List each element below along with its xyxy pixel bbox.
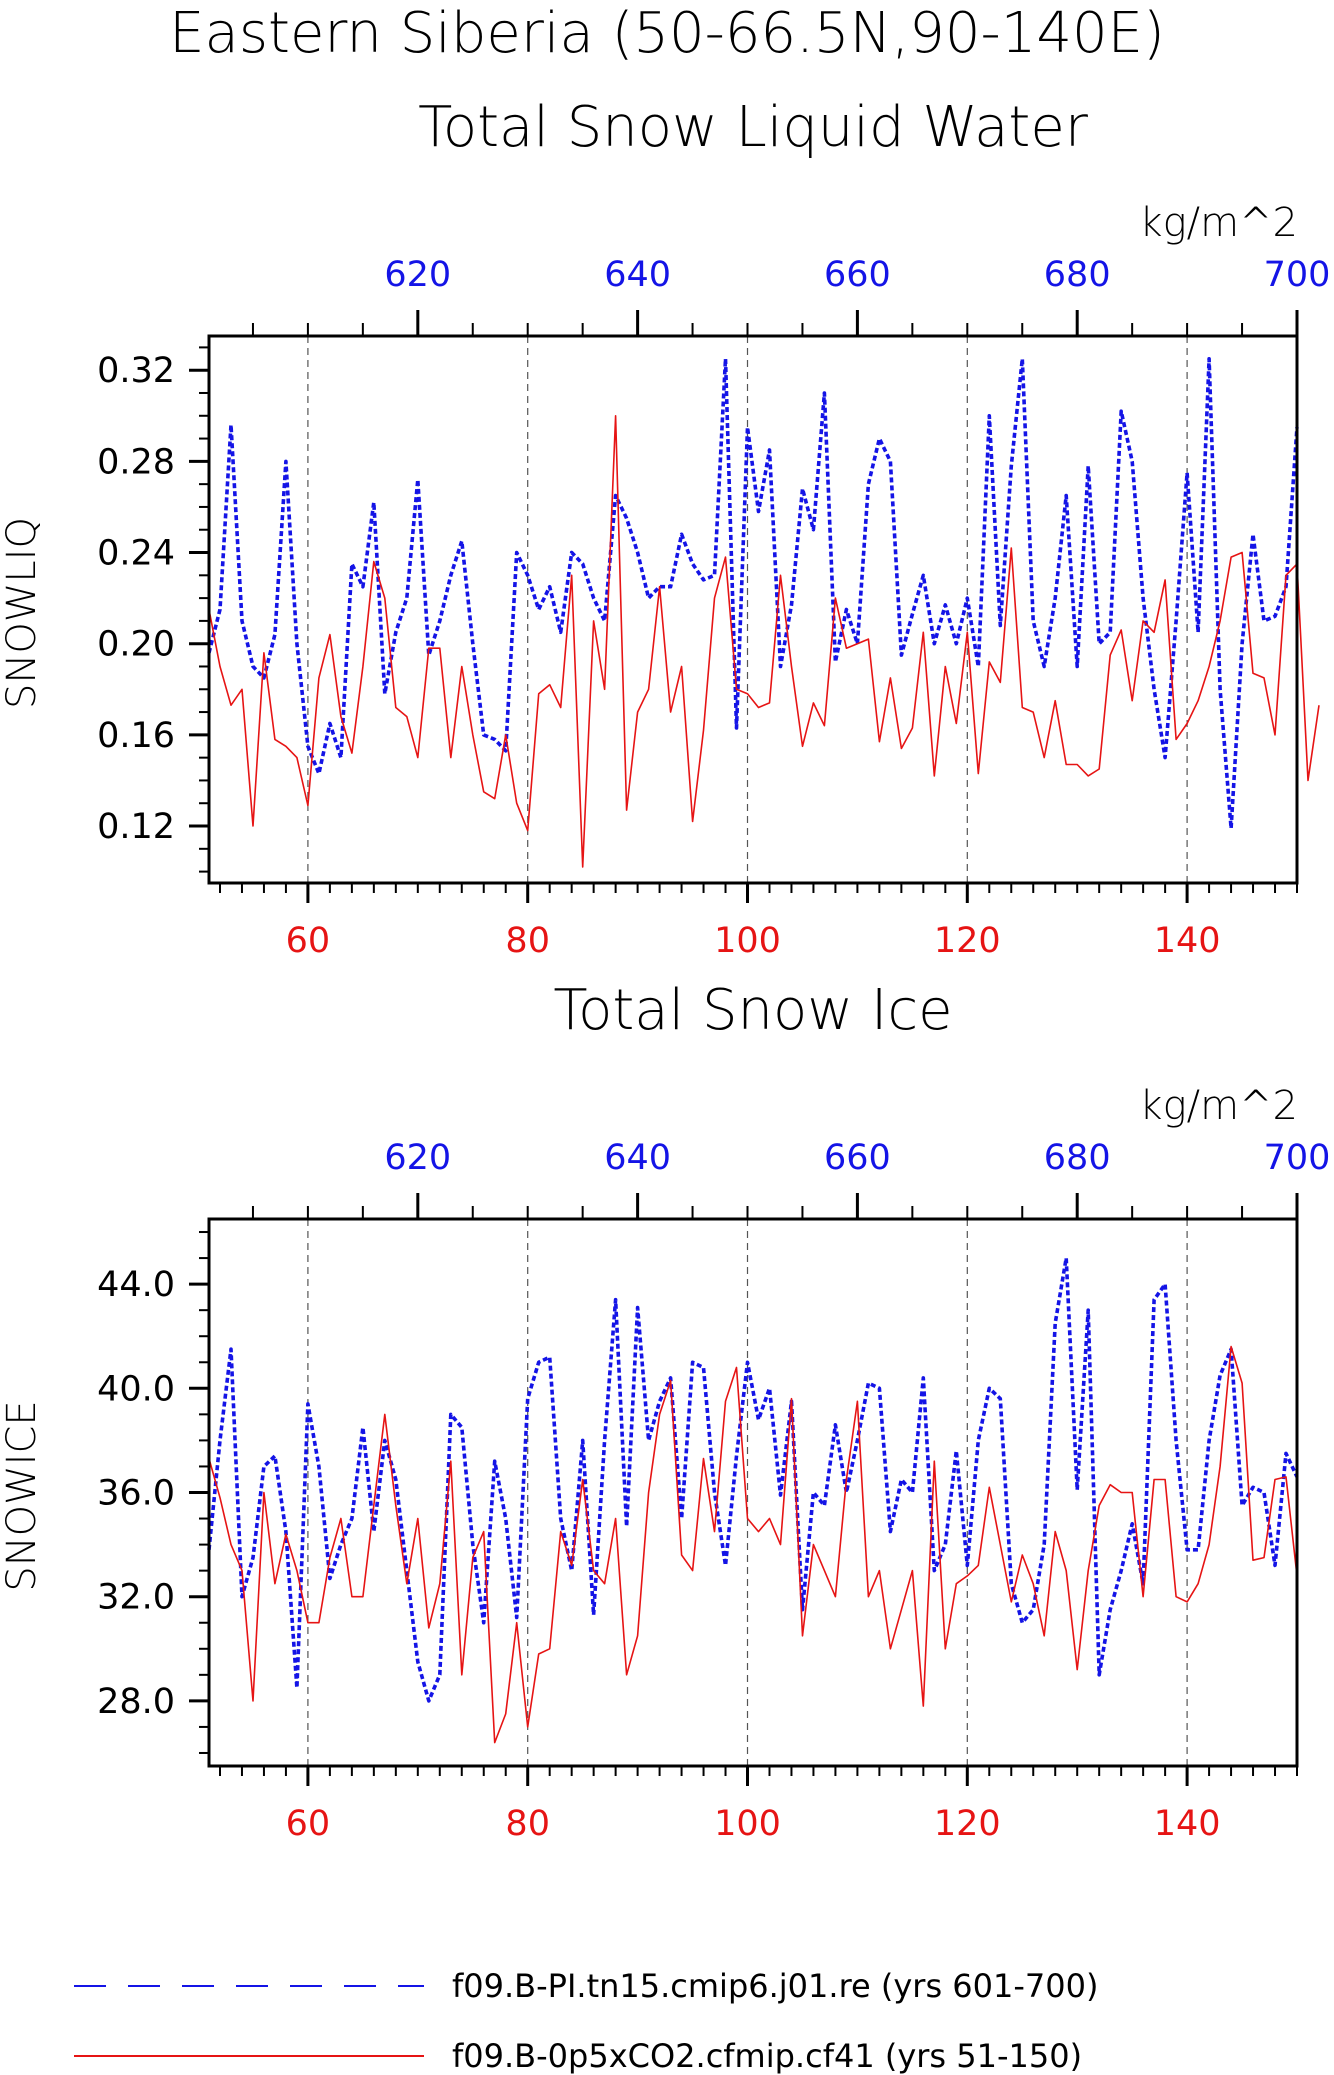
y-tick-label: 0.20 bbox=[97, 625, 175, 665]
x-tick-label-bottom: 60 bbox=[286, 921, 331, 961]
panel1-units-label: kg/m^2 bbox=[1139, 200, 1298, 246]
x-tick-label-bottom: 100 bbox=[714, 1804, 781, 1844]
x-tick-label-top: 640 bbox=[604, 1138, 671, 1178]
y-tick-label: 0.28 bbox=[97, 442, 175, 482]
series-line-pi bbox=[207, 1256, 1299, 1703]
x-tick-label-bottom: 120 bbox=[934, 921, 1001, 961]
x-tick-label-bottom: 140 bbox=[1154, 1804, 1221, 1844]
x-tick-label-top: 660 bbox=[824, 1138, 891, 1178]
series-line-pi bbox=[207, 356, 1299, 831]
x-tick-label-bottom: 140 bbox=[1154, 921, 1221, 961]
x-tick-label-bottom: 60 bbox=[286, 1804, 331, 1844]
panel1-title: Total Snow Liquid Water bbox=[418, 95, 1088, 160]
x-tick-label-bottom: 80 bbox=[505, 1804, 550, 1844]
y-tick-label: 44.0 bbox=[97, 1265, 175, 1305]
panel2-units-label: kg/m^2 bbox=[1139, 1083, 1298, 1129]
x-tick-label-top: 700 bbox=[1264, 255, 1331, 295]
y-tick-label: 0.24 bbox=[97, 534, 175, 574]
panel-snowliq: 60 80 100 120 140 620 640 660 680 700 0.12 0.16 0.20… bbox=[97, 255, 1330, 961]
x-tick-label-top: 660 bbox=[824, 255, 891, 295]
x-tick-label-bottom: 120 bbox=[934, 1804, 1001, 1844]
panel2-title: Total Snow Ice bbox=[553, 978, 952, 1043]
y-tick-label: 0.32 bbox=[97, 351, 175, 391]
x-tick-label-top: 620 bbox=[384, 255, 451, 295]
x-tick-label-top: 680 bbox=[1044, 1138, 1111, 1178]
panel2-y-axis-title: SNOWICE bbox=[0, 1400, 45, 1591]
legend-label-pi: f09.B-PI.tn15.cmip6.j01.re (yrs 601-700) bbox=[452, 1967, 1098, 2005]
y-tick-label: 0.12 bbox=[97, 807, 175, 847]
y-tick-label: 32.0 bbox=[97, 1578, 175, 1618]
legend: f09.B-PI.tn15.cmip6.j01.re (yrs 601-700)… bbox=[74, 1967, 1098, 2075]
plot-frame bbox=[207, 1217, 1299, 1768]
figure-title: Eastern Siberia (50-66.5N,90-140E) bbox=[169, 1, 1165, 66]
y-tick-label: 40.0 bbox=[97, 1369, 175, 1409]
x-tick-label-bottom: 100 bbox=[714, 921, 781, 961]
x-tick-label-top: 640 bbox=[604, 255, 671, 295]
plot-frame bbox=[207, 334, 1299, 885]
y-tick-label: 28.0 bbox=[97, 1682, 175, 1722]
x-tick-label-bottom: 80 bbox=[505, 921, 550, 961]
x-tick-label-top: 620 bbox=[384, 1138, 451, 1178]
x-tick-label-top: 680 bbox=[1044, 255, 1111, 295]
series-line-0p5xco2 bbox=[208, 1345, 1298, 1744]
y-tick-label: 36.0 bbox=[97, 1474, 175, 1514]
panel1-y-axis-title: SNOWLIQ bbox=[0, 517, 45, 709]
series-line-0p5xco2 bbox=[208, 414, 1320, 868]
x-tick-label-top: 700 bbox=[1264, 1138, 1331, 1178]
panel-snowice: 60 80 100 120 140 620 640 660 680 700 28.0 32.0 36.0… bbox=[97, 1138, 1330, 1844]
legend-label-0p5xco2: f09.B-0p5xCO2.cfmip.cf41 (yrs 51-150) bbox=[452, 2037, 1082, 2075]
y-tick-label: 0.16 bbox=[97, 716, 175, 756]
